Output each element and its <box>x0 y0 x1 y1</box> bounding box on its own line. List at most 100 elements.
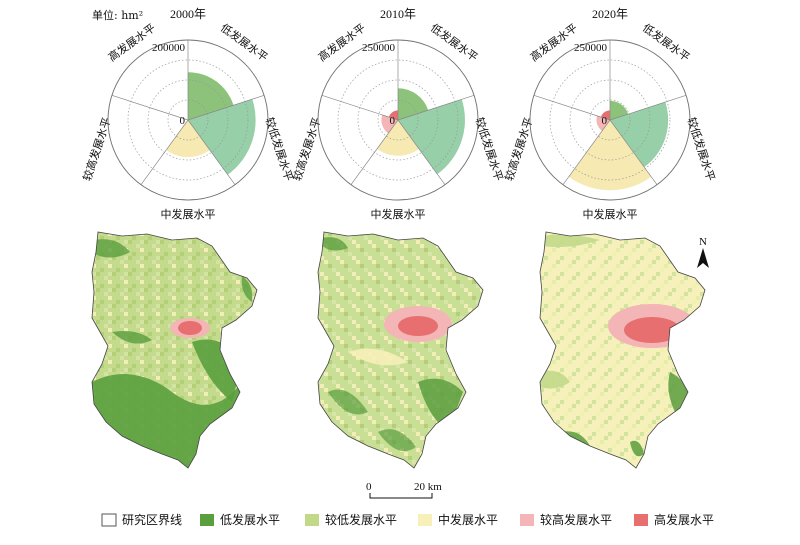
legend-label-higher: 较高发展水平 <box>540 512 612 527</box>
polar-spoke-2-4 <box>533 94 611 121</box>
legend-swatch-lower <box>305 514 319 526</box>
polar-sector-2-3 <box>596 115 610 131</box>
legend-swatch-boundary <box>101 513 117 527</box>
polar-tick-max-2: 250000 <box>574 42 608 54</box>
land-patch-1-1 <box>328 389 368 415</box>
north-arrow-icon <box>697 248 709 268</box>
polar-category-label-2-2: 中发展水平 <box>583 207 638 221</box>
polar-ring-1-3 <box>337 59 459 181</box>
scale-start: 0 <box>366 481 372 493</box>
north-arrow: N <box>697 236 709 268</box>
polar-spoke-2-3 <box>562 119 611 185</box>
polar-spoke-0-1 <box>187 94 265 121</box>
land-patch-0-2 <box>94 239 130 258</box>
polar-category-label-1-1: 较低发展水平 <box>472 116 506 183</box>
land-patch-2-6 <box>624 317 680 343</box>
polar-spoke-2-2 <box>609 119 658 185</box>
polar-category-label-1-0: 低发展水平 <box>428 20 481 64</box>
polar-outer-2 <box>529 39 691 201</box>
polar-category-label-2-4: 高发展水平 <box>527 20 580 64</box>
legend-swatch-mid <box>418 514 432 526</box>
polar-category-label-1-4: 高发展水平 <box>315 20 368 64</box>
polar-sector-1-1 <box>398 99 465 175</box>
scale-bar-line <box>369 493 433 499</box>
polar-tick-zero-0: 0 <box>180 115 186 127</box>
polar-category-label-1-3: 较高发展水平 <box>290 116 324 183</box>
land-patch-0-6 <box>178 321 202 335</box>
polar-tick-zero-1: 0 <box>390 115 396 127</box>
land-map-base-2 <box>540 232 705 468</box>
polar-spoke-1-1 <box>397 94 475 121</box>
land-map-1 <box>317 231 484 469</box>
unit-label: 单位: hm² <box>92 8 143 22</box>
north-label: N <box>699 236 707 248</box>
polar-ring-1-1 <box>377 99 419 141</box>
legend-label-boundary: 研究区界线 <box>122 512 182 527</box>
polar-category-label-0-2: 中发展水平 <box>161 207 216 221</box>
scale-end: 20 km <box>414 481 442 493</box>
legend-label-high: 高发展水平 <box>654 512 714 527</box>
polar-ring-0-2 <box>147 79 229 161</box>
polar-spoke-2-1 <box>609 94 687 121</box>
polar-sector-0-2 <box>166 120 210 158</box>
polar-ring-2-2 <box>569 79 651 161</box>
polar-ring-2-3 <box>549 59 671 181</box>
land-patch-0-4 <box>112 331 152 344</box>
polar-tick-zero-2: 0 <box>602 115 608 127</box>
legend-swatch-high <box>634 514 648 526</box>
polar-category-label-1-2: 中发展水平 <box>371 207 426 221</box>
polar-spoke-1-4 <box>321 94 399 121</box>
land-map-content-0 <box>92 232 257 468</box>
polar-spoke-0-3 <box>140 119 189 185</box>
polar-ring-0-1 <box>167 99 209 141</box>
land-patch-2-2 <box>630 440 644 457</box>
polar-category-label-0-4: 高发展水平 <box>105 20 158 64</box>
polar-outer-0 <box>107 39 269 201</box>
polar-ring-1-2 <box>357 79 439 161</box>
land-map-content-1 <box>318 232 483 468</box>
polar-spoke-0-4 <box>111 94 189 121</box>
polar-category-label-0-3: 较高发展水平 <box>80 116 114 183</box>
land-patch-0-3 <box>241 276 253 302</box>
land-map-content-2 <box>540 232 705 468</box>
study-boundary-0 <box>91 231 258 469</box>
polar-category-label-0-0: 低发展水平 <box>218 20 271 64</box>
study-boundary-1 <box>317 231 484 469</box>
land-patch-1-3 <box>322 237 348 251</box>
polar-category-label-0-1: 较低发展水平 <box>262 116 296 183</box>
polar-tick-max-1: 250000 <box>362 42 396 54</box>
scale-bar: 0 20 km <box>366 481 442 499</box>
legend-label-mid: 中发展水平 <box>438 512 498 527</box>
polar-category-label-2-1: 较低发展水平 <box>684 116 718 183</box>
polar-sector-0-0 <box>188 72 234 120</box>
polar-title-2: 2020年 <box>592 7 628 21</box>
polar-sector-1-0 <box>398 88 429 120</box>
land-map-0 <box>91 231 258 469</box>
polar-sector-1-3 <box>381 114 398 134</box>
polar-spoke-1-3 <box>350 119 399 185</box>
polar-spoke-0-2 <box>187 119 236 185</box>
polar-spoke-1-2 <box>397 119 446 185</box>
polar-title-0: 2000年 <box>170 7 206 21</box>
polar-category-label-2-0: 低发展水平 <box>640 20 693 64</box>
polar-title-1: 2010年 <box>380 7 416 21</box>
maps <box>91 231 706 469</box>
land-patch-2-3 <box>542 234 600 248</box>
legend: 研究区界线 低发展水平 较低发展水平 中发展水平 较高发展水平 高发展水平 <box>101 512 714 527</box>
land-patch-1-2 <box>378 429 416 452</box>
land-map-2 <box>539 231 706 469</box>
land-patch-2-4 <box>540 370 570 389</box>
legend-label-lower: 较低发展水平 <box>325 512 397 527</box>
polar-ring-0-3 <box>127 59 249 181</box>
polar-tick-max-0: 200000 <box>152 42 186 54</box>
legend-label-low: 低发展水平 <box>220 512 280 527</box>
polar-sector-2-1 <box>610 102 669 168</box>
polar-outer-1 <box>317 39 479 201</box>
legend-swatch-low <box>200 514 214 526</box>
polar-category-label-2-3: 较高发展水平 <box>502 116 536 183</box>
